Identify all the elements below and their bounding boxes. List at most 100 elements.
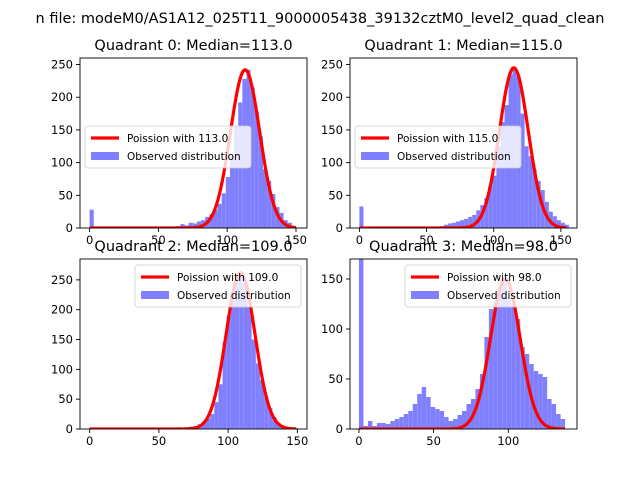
hist-bar-33	[226, 315, 231, 429]
hist-bar-30	[213, 209, 218, 228]
poisson-curve	[358, 277, 566, 429]
hist-bar-41	[524, 146, 529, 228]
legend: Poission with 98.0 Observed distribution	[404, 264, 572, 308]
legend-box	[354, 125, 522, 169]
histogram-bars	[89, 272, 298, 429]
hist-bar-43	[267, 180, 272, 228]
hist-bar-25	[192, 223, 197, 228]
figure-suptitle: n file: modeM0/AS1A12_025T11_9000005438_…	[36, 11, 605, 27]
hist-bar-39	[250, 87, 255, 228]
hist-bar-28	[484, 337, 489, 429]
subplot-2: 0 50 100 150 0 50 100 150 200 250 Quadrant 2: Medi…	[51, 239, 308, 448]
x-tick-label: 50	[152, 434, 167, 448]
subplot-3: 0 50 100 0 50 100 150 Quadrant 3: Median=98.0 Po…	[321, 239, 578, 448]
hist-bar-40	[255, 363, 260, 429]
legend-box	[134, 264, 302, 308]
hist-bar-27	[201, 421, 206, 429]
legend: Poission with 109.0 Observed distribution	[134, 264, 302, 308]
hist-bar-6	[385, 424, 391, 429]
y-tick-label: 150	[321, 272, 343, 286]
x-tick-label: 50	[151, 233, 166, 247]
hist-bar-26	[464, 218, 469, 228]
hist-bar-31	[484, 197, 489, 228]
hist-bar-42	[528, 156, 533, 228]
hist-bar-11	[408, 411, 413, 429]
hist-bar-40	[254, 111, 259, 228]
hist-bar-21	[444, 224, 449, 228]
y-tick-label: 200	[51, 303, 73, 317]
hist-bar-49	[556, 220, 561, 228]
hist-bar-10	[403, 414, 409, 429]
x-tick-label: 100	[217, 434, 239, 448]
legend-box	[84, 125, 252, 169]
legend-label-poisson: Poission with 113.0	[127, 133, 228, 145]
hist-bar-15	[426, 397, 431, 429]
y-tick-label: 150	[51, 333, 73, 347]
hist-bar-30	[493, 301, 498, 429]
hist-bar-32	[502, 279, 507, 429]
x-tick-label: 150	[285, 233, 307, 247]
y-tick-label: 50	[328, 372, 343, 386]
hist-bar-12	[412, 404, 418, 429]
hist-bar-22	[180, 224, 185, 228]
hist-bar-23	[452, 222, 457, 228]
hist-bar-16	[430, 407, 436, 429]
hist-bar-41	[259, 380, 265, 429]
y-tick-label: 200	[51, 90, 73, 104]
x-tick-label: 150	[550, 233, 572, 247]
axes-frame	[349, 258, 578, 430]
legend-label-observed: Observed distribution	[397, 151, 511, 163]
hist-bar-33	[506, 299, 512, 429]
x-tick-label: 100	[483, 233, 505, 247]
histogram-bars	[358, 259, 566, 429]
hist-bar-14	[421, 387, 427, 429]
subplot-1: 0 50 100 150 0 50 100 150 200 250 Quadrant 1: Medi…	[321, 38, 578, 247]
hist-bar-42	[262, 169, 268, 228]
legend-label-observed: Observed distribution	[447, 290, 561, 302]
hist-bar-44	[536, 180, 541, 228]
subplot-grid: 0 50 100 150 0 50 100 150 200 250 Quadrant 0: Medi…	[51, 38, 578, 448]
hist-bar-9	[399, 417, 404, 429]
hist-bar-42	[547, 399, 552, 429]
hist-bar-29	[210, 414, 215, 429]
y-tick-label: 0	[66, 221, 73, 235]
y-tick-label: 100	[51, 156, 73, 170]
hist-bar-44	[556, 414, 561, 429]
hist-bar-43	[268, 408, 273, 429]
hist-bar-32	[222, 342, 227, 429]
hist-bar-50	[560, 222, 565, 228]
y-tick-label: 50	[328, 188, 343, 202]
legend-label-poisson: Poission with 98.0	[447, 272, 542, 284]
hist-bar-44	[272, 417, 277, 429]
hist-bar-0	[359, 206, 364, 228]
subplot-title: Quadrant 1: Median=115.0	[364, 38, 562, 54]
legend-patch-swatch	[411, 291, 439, 299]
hist-bar-20	[448, 421, 454, 429]
hist-bar-27	[468, 216, 473, 228]
hist-bar-35	[500, 122, 505, 228]
legend-label-observed: Observed distribution	[127, 151, 241, 163]
hist-bar-34	[511, 304, 516, 429]
hist-bar-43	[551, 404, 557, 429]
poisson-curve	[88, 271, 297, 429]
y-tick-label: 100	[321, 322, 343, 336]
hist-bar-37	[243, 281, 248, 429]
hist-bar-51	[564, 224, 569, 228]
x-tick-label: 0	[355, 434, 362, 448]
hist-bar-41	[258, 136, 263, 228]
hist-bar-36	[239, 272, 244, 429]
hist-bar-7	[390, 421, 395, 429]
hist-bar-32	[221, 193, 226, 228]
x-tick-label: 100	[216, 233, 238, 247]
hist-bar-24	[466, 404, 471, 429]
hist-bar-28	[205, 418, 211, 429]
hist-bar-24	[456, 221, 461, 228]
hist-bar-38	[247, 306, 252, 429]
subplot-0: 0 50 100 150 0 50 100 150 200 250 Quadrant 0: Medi…	[51, 38, 308, 247]
hist-bar-29	[488, 309, 494, 429]
hist-bar-32	[488, 185, 493, 228]
hist-bar-26	[196, 221, 202, 228]
hist-bar-17	[435, 409, 440, 429]
hist-bar-30	[214, 402, 219, 429]
hist-bar-45	[560, 419, 566, 429]
